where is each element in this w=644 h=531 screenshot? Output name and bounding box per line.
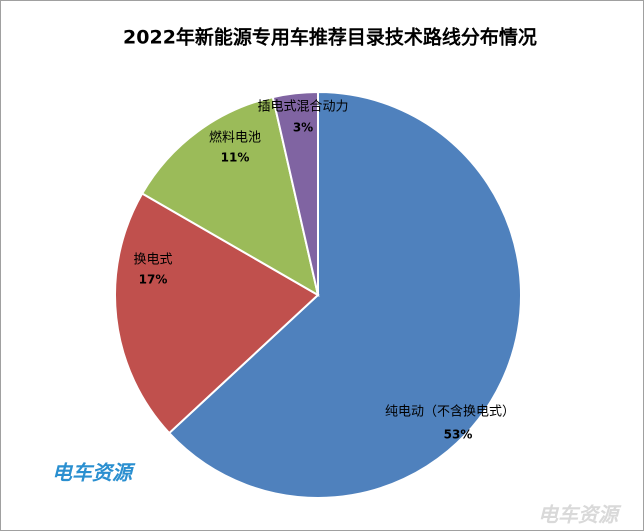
pie-slice — [271, 90, 319, 296]
value-label: 11% — [221, 151, 250, 165]
watermark: 电车资源 — [52, 461, 136, 485]
slice-label: 换电式 — [133, 253, 172, 268]
pie — [114, 90, 522, 499]
slice-label: 插电式混合动力 — [257, 100, 348, 115]
value-label: 53% — [444, 428, 473, 442]
watermark: 电车资源 — [538, 503, 622, 527]
pie-slice — [140, 95, 320, 298]
value-label: 17% — [139, 273, 168, 287]
pie-slice — [114, 192, 320, 435]
chart-title: 2022年新能源专用车推荐目录技术路线分布情况 — [123, 26, 537, 49]
slice-label: 纯电动（不含换电式） — [385, 404, 515, 420]
pie-slice — [167, 90, 522, 499]
slice-label: 燃料电池 — [209, 130, 261, 146]
value-label: 3% — [293, 121, 313, 135]
